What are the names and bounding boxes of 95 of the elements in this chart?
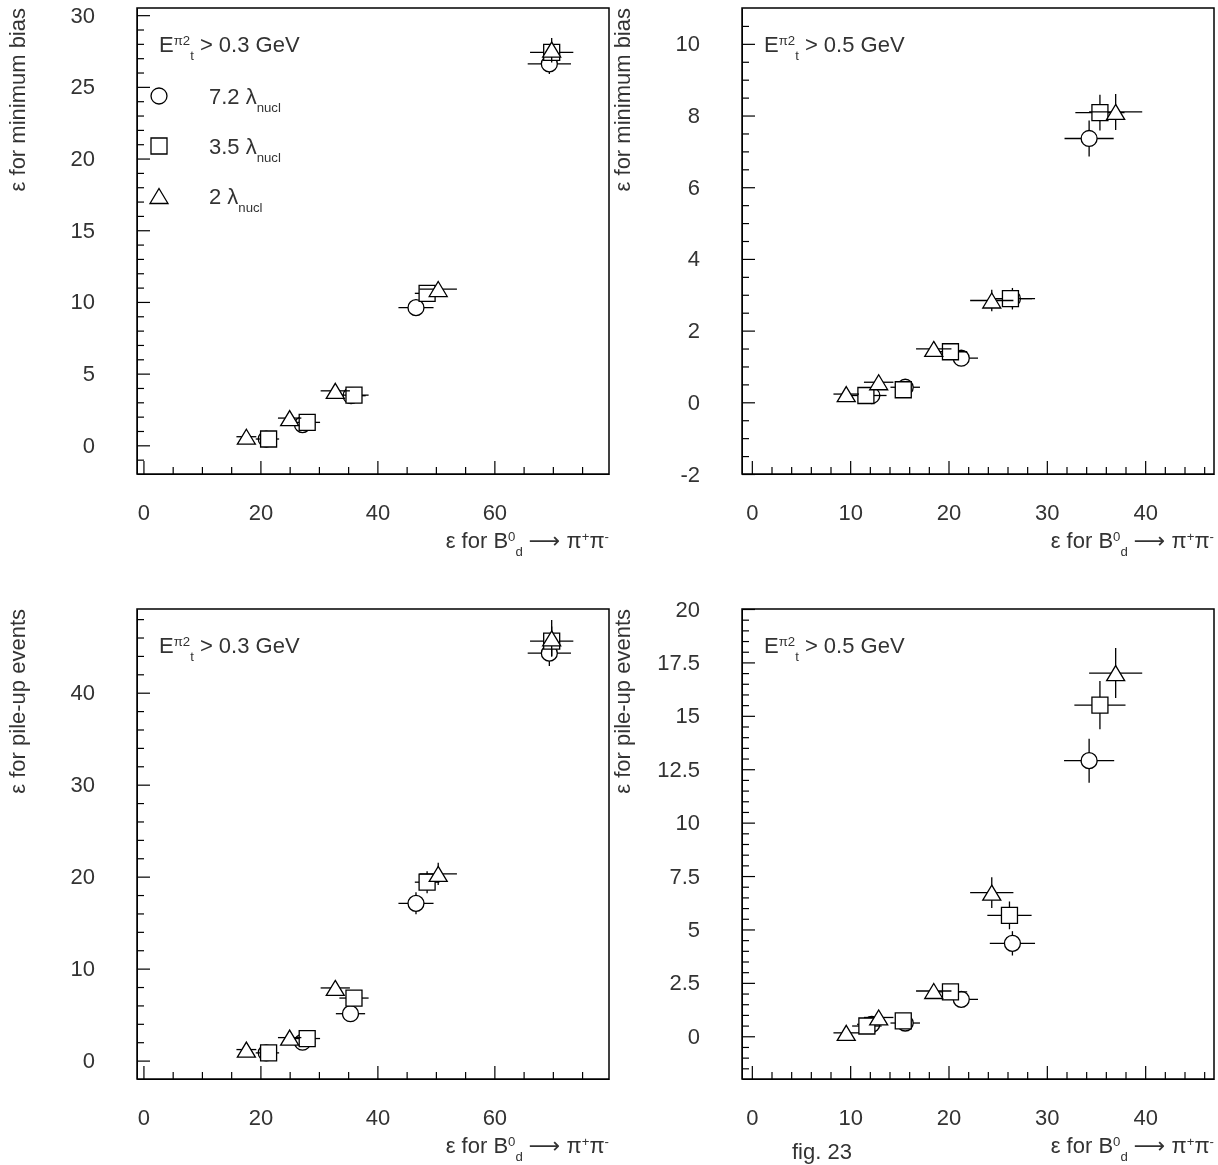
y-tick-label: 8 — [687, 103, 700, 129]
point — [280, 409, 300, 427]
point — [345, 386, 363, 404]
x-tick-label: 0 — [746, 499, 759, 525]
legend-label: 7.2 λ$_{nucl}$ — [209, 84, 281, 115]
x-tick-label: 20 — [248, 499, 274, 525]
y-tick-label: 10 — [675, 810, 700, 836]
point — [1080, 752, 1098, 770]
x-tick-label: 60 — [482, 1104, 508, 1130]
y-tick-label: 10 — [675, 31, 700, 57]
point — [857, 386, 875, 405]
point — [941, 983, 960, 1001]
y-tick-label: 12.5 — [657, 756, 700, 782]
point — [982, 292, 1002, 309]
x-tick-label: 0 — [137, 1104, 151, 1130]
y-tick-label: 5 — [82, 361, 95, 387]
y-tick-label: 5 — [687, 916, 700, 942]
point — [236, 1041, 257, 1058]
y-tick-label: 20 — [70, 146, 95, 172]
y-tick-label: 0 — [82, 432, 95, 458]
x-axis-title: ε for B$^{0}$$_{d}$ ⟶ π$^{+}$π$^{-}$ — [445, 1133, 609, 1164]
point — [894, 1012, 912, 1030]
point — [298, 1029, 316, 1048]
y-tick-label: 20 — [70, 864, 95, 890]
legend-label: 3.5 λ$_{nucl}$ — [209, 134, 281, 165]
annotation: E$^{π2}$$_{t}$ > 0.5 GeV — [764, 32, 905, 63]
point — [1003, 934, 1022, 952]
y-tick-label: 4 — [687, 246, 700, 272]
y-tick-label: 2 — [687, 318, 700, 344]
y-tick-label: 10 — [70, 289, 95, 315]
x-tick-label: 20 — [936, 1104, 962, 1130]
point — [1091, 696, 1109, 714]
y-tick-label: 10 — [70, 956, 95, 982]
y-tick-label: 0 — [687, 389, 700, 415]
point — [924, 982, 944, 1000]
point — [941, 343, 960, 361]
point — [1080, 129, 1098, 148]
x-tick-label: 30 — [1035, 499, 1060, 525]
y-tick-label: 30 — [70, 772, 95, 798]
y-tick-label: 0 — [687, 1023, 700, 1049]
point — [869, 1009, 889, 1026]
x-tick-label: 0 — [137, 499, 151, 525]
x-axis-title: ε for B$^{0}$$_{d}$ ⟶ π$^{+}$π$^{-}$ — [445, 528, 609, 559]
y-tick-label: 30 — [70, 2, 95, 28]
x-tick-label: 60 — [482, 499, 508, 525]
point — [1106, 664, 1126, 682]
point — [924, 340, 944, 358]
point — [869, 374, 889, 391]
y-tick-label: 2.5 — [669, 970, 700, 996]
x-tick-label: 40 — [1133, 499, 1158, 525]
x-axis-title: ε for B$^{0}$$_{d}$ ⟶ π$^{+}$π$^{-}$ — [1050, 1133, 1214, 1164]
x-tick-label: 0 — [746, 1104, 759, 1130]
caption: fig. 23 — [792, 1139, 852, 1164]
y-axis-title: ε for pile-up events — [5, 609, 30, 794]
point — [1106, 103, 1126, 121]
y-tick-label: -2 — [680, 461, 700, 487]
x-tick-label: 40 — [1133, 1104, 1158, 1130]
y-axis-title: ε for minimum bias — [5, 8, 30, 192]
y-tick-label: 7.5 — [669, 863, 700, 889]
x-tick-label: 40 — [365, 1104, 391, 1130]
point — [836, 385, 856, 403]
point — [836, 1024, 856, 1041]
point — [407, 299, 425, 317]
x-tick-label: 10 — [838, 1104, 863, 1130]
point — [325, 979, 345, 997]
y-tick-label: 20 — [675, 596, 700, 622]
point — [341, 1005, 360, 1023]
point — [542, 41, 562, 58]
y-tick-label: 0 — [82, 1048, 95, 1074]
y-tick-label: 15 — [70, 217, 95, 243]
point — [428, 280, 448, 298]
point — [1000, 906, 1019, 924]
x-axis-title: ε for B$^{0}$$_{d}$ ⟶ π$^{+}$π$^{-}$ — [1050, 528, 1214, 559]
point — [280, 1029, 300, 1046]
x-tick-label: 30 — [1035, 1104, 1060, 1130]
annotation: E$^{π2}$$_{t}$ > 0.3 GeV — [159, 633, 300, 664]
y-tick-label: 25 — [70, 74, 95, 100]
x-tick-label: 20 — [936, 499, 962, 525]
y-tick-label: 17.5 — [657, 649, 700, 675]
y-tick-label: 6 — [687, 174, 700, 200]
y-tick-label: 40 — [70, 680, 95, 706]
annotation: E$^{π2}$$_{t}$ > 0.5 GeV — [764, 633, 905, 664]
y-axis-title: ε for pile-up events — [610, 609, 635, 794]
y-tick-label: 15 — [675, 703, 700, 729]
x-tick-label: 20 — [248, 1104, 274, 1130]
point — [407, 894, 425, 912]
point — [345, 989, 363, 1007]
point — [298, 413, 316, 432]
x-tick-label: 10 — [838, 499, 863, 525]
x-tick-label: 40 — [365, 499, 391, 525]
point — [325, 382, 345, 399]
point — [982, 884, 1002, 901]
y-axis-title: ε for minimum bias — [610, 8, 635, 192]
annotation: E$^{π2}$$_{t}$ > 0.3 GeV — [159, 32, 300, 63]
legend-label: 2 λ$_{nucl}$ — [209, 184, 263, 215]
